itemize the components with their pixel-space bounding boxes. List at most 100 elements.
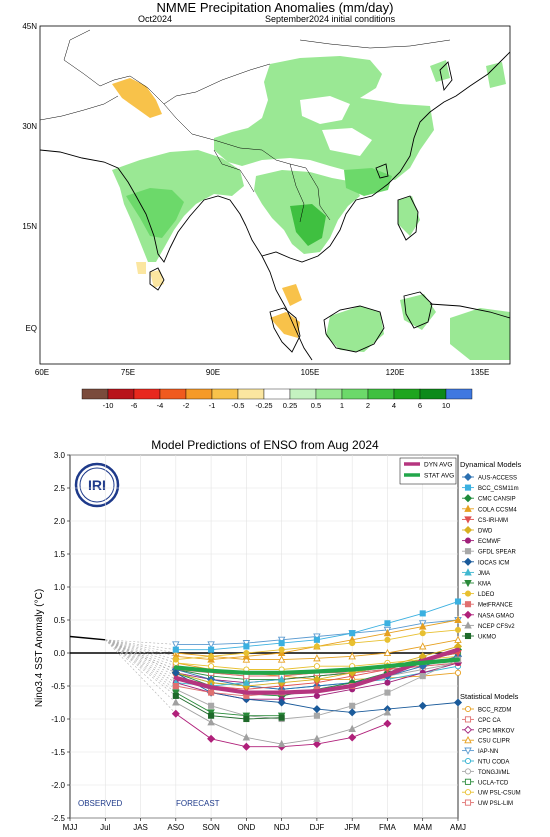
colorbar-label: -1 — [209, 401, 216, 410]
legend-label-ncep-cfsv2: NCEP CFSv2 — [478, 624, 515, 630]
legend-label-ecmwf: ECMWF — [478, 539, 501, 545]
enso-series — [69, 598, 463, 751]
point-ukmo — [208, 712, 215, 719]
colorbar-swatch — [445, 388, 473, 400]
point-jma — [242, 678, 251, 686]
point-gfdl-spear — [313, 712, 320, 719]
forecast-fan-ukmo — [105, 639, 177, 697]
point-iap-nn — [207, 641, 215, 649]
point-csu-clipr — [383, 648, 392, 657]
y-tick-label: 0.0 — [54, 649, 66, 658]
point-bcc-csm11m — [419, 610, 426, 617]
enso-plume-chart: Model Predictions of ENSO from Aug 2024 … — [34, 438, 522, 832]
colorbar-swatch — [133, 388, 161, 400]
point-bcc-csm11m — [172, 646, 179, 653]
forecast-fan-kma — [105, 639, 176, 693]
anomaly-wet-china-coast — [344, 168, 392, 196]
point-nasa-gmao — [383, 719, 392, 728]
legend-label-kma: KMA — [478, 582, 491, 588]
y-tick-label: -2.0 — [51, 781, 65, 790]
legend-marker-ecmwf — [464, 537, 472, 544]
legend-label-metfrance: MetFRANCE — [478, 603, 513, 609]
series-line-kma — [175, 692, 282, 717]
point-metfrance — [208, 689, 215, 696]
avg-legend-label: DYN AVG — [424, 462, 452, 469]
y-tick-label: -0.5 — [51, 682, 65, 691]
y-tick-label: 2.5 — [54, 484, 66, 493]
forecast-fan-tongji-ml — [105, 639, 176, 680]
colorbar-label: 10 — [442, 401, 450, 410]
forecast-fan-cola-ccsm4 — [105, 639, 176, 657]
enso-gridlines — [70, 454, 458, 819]
point-ldeo — [208, 653, 215, 660]
y-tick-label: 2.0 — [54, 517, 66, 526]
legend-label-ldeo: LDEO — [478, 592, 495, 598]
colorbar-swatch — [341, 388, 369, 400]
colorbar-swatch — [263, 388, 291, 400]
legend-marker-aus-access — [463, 472, 473, 482]
legend-label-csu-clipr: CSU CLIPR — [478, 739, 511, 745]
legend-title: Dynamical Models — [460, 460, 522, 469]
legend-label-ntu-coda: NTU CODA — [478, 760, 509, 766]
point-ldeo — [243, 649, 250, 657]
legend-label-cpc-ca: CPC CA — [478, 718, 501, 724]
point-bcc-csm11m — [454, 598, 462, 605]
legend-marker-bcc-rzdm — [464, 705, 472, 713]
point-ncep-cfsv2 — [383, 708, 392, 716]
point-ldeo — [278, 646, 285, 653]
point-cola-ccsm4 — [418, 622, 427, 630]
point-ncep-cfsv2 — [207, 718, 215, 726]
legend-marker-ukmo — [464, 632, 472, 640]
x-tick-label: Jul — [100, 823, 110, 832]
map-lon-ticks: 60E 75E 90E 105E 120E 135E — [35, 368, 489, 377]
iri-logo-text: IRI — [88, 477, 106, 493]
enso-x-ticks: MJJ Jul JAS ASO SON OND NDJ DJF JFM FMA MAM AMJ — [63, 818, 466, 832]
colorbar-swatch — [315, 388, 343, 400]
point-bcc-csm11m — [313, 636, 320, 643]
legend-marker-metfrance — [464, 601, 472, 608]
lat-tick-eq: EQ — [25, 324, 37, 333]
point-ncep-cfsv2 — [172, 698, 180, 706]
legend-marker-gfdl-spear — [464, 548, 472, 555]
map-subtitle-left: Oct2024 — [138, 14, 172, 24]
coastlines — [40, 51, 510, 361]
point-ldeo — [419, 630, 426, 637]
enso-y-ticks: 3.0 2.5 2.0 1.5 1.0 0.5 0.0 -0.5 -1.0 -1.5 -2.0 -2.… — [51, 451, 70, 823]
forecast-fan-cs-iri-mm — [105, 639, 176, 677]
forecast-fan-uw-psl-csum — [105, 639, 176, 664]
legend-marker-iocas-icm — [463, 557, 473, 566]
legend-marker-cs-iri-mm — [464, 516, 472, 524]
colorbar-label: 1 — [340, 401, 344, 410]
point-cola-ccsm4 — [454, 615, 462, 624]
point-dwd — [312, 675, 321, 684]
legend-label-cmc-cansip: CMC CANSIP — [478, 497, 516, 503]
x-tick-label: ASO — [167, 823, 184, 832]
point-metfrance — [172, 682, 179, 690]
legend-marker-cpc-ca — [464, 716, 472, 723]
avg-line-stat-avg — [173, 657, 461, 675]
point-ldeo — [172, 656, 179, 663]
point-iocas-icm — [418, 701, 427, 710]
avg-legend-label: STAT AVG — [424, 473, 454, 480]
enso-y-axis-label: Nino3.4 SST Anomaly (°C) — [34, 589, 45, 707]
point-nasa-gmao — [207, 734, 216, 743]
legend-label-nasa-gmao: NASA GMAO — [478, 613, 514, 619]
anomaly-wet-northeast — [430, 60, 506, 88]
precipitation-anomaly-map: NMME Precipitation Anomalies (mm/day) Oc… — [22, 0, 511, 410]
y-tick-label: -2.5 — [51, 814, 65, 823]
anomaly-wet-india-core — [126, 188, 184, 238]
point-ecmwf — [384, 679, 391, 686]
colorbar-label: 4 — [392, 401, 396, 410]
x-tick-label: JAS — [133, 823, 148, 832]
point-gfdl-spear — [349, 702, 356, 709]
enso-title: Model Predictions of ENSO from Aug 2024 — [151, 438, 379, 452]
point-nasa-gmao — [312, 740, 321, 749]
point-gfdl-spear — [419, 673, 426, 680]
lat-tick-30n: 30N — [22, 122, 37, 131]
point-bcc-csm11m — [384, 620, 391, 627]
point-gfdl-spear — [384, 689, 391, 696]
x-tick-label: DJF — [310, 823, 325, 832]
point-ukmo — [172, 692, 179, 699]
anomaly-dry-sumatra — [270, 284, 302, 338]
map-subtitle-right: September2024 initial conditions — [265, 14, 396, 24]
